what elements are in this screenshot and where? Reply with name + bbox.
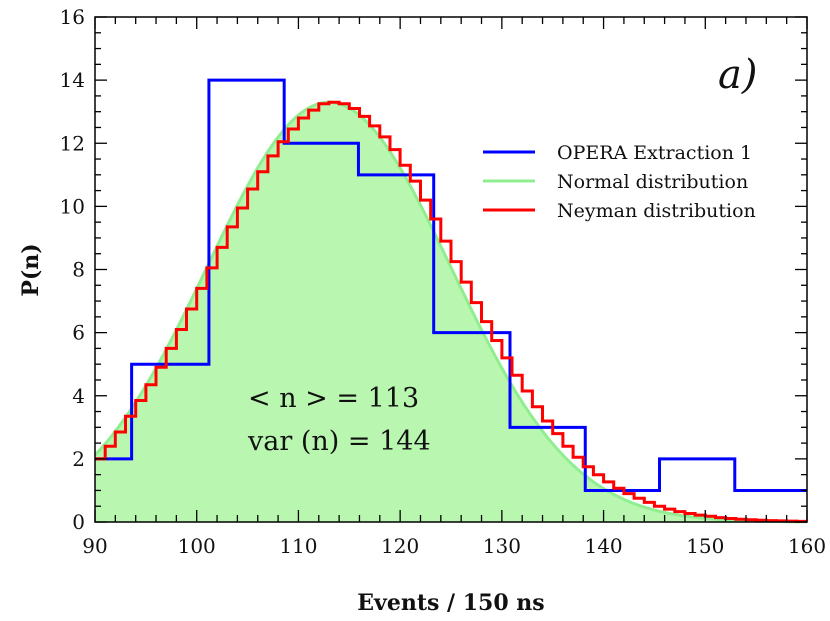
x-tick-label: 100	[178, 534, 216, 558]
x-tick-label: 160	[788, 534, 826, 558]
y-tick-label: 0	[72, 510, 85, 534]
normal-distribution-fill	[95, 102, 807, 522]
annotation-mean: < n > = 113	[248, 383, 419, 414]
x-tick-label: 120	[381, 534, 419, 558]
y-tick-label: 12	[60, 131, 85, 155]
panel-label: a)	[718, 52, 757, 98]
x-tick-label: 150	[686, 534, 724, 558]
x-tick-label: 140	[584, 534, 622, 558]
opera-histogram-line	[95, 78, 807, 492]
annotation-variance: var (n) = 144	[247, 426, 431, 457]
y-tick-label: 8	[72, 258, 85, 282]
y-tick-label: 16	[60, 5, 85, 29]
legend-label: Normal distribution	[557, 171, 748, 193]
normal-distribution-curve	[93, 100, 807, 524]
x-axis-label: Events / 150 ns	[357, 590, 544, 616]
legend: OPERA Extraction 1 Normal distribution Ney…	[483, 142, 756, 222]
neyman-distribution-line	[95, 100, 807, 523]
y-tick-label: 2	[72, 447, 85, 471]
y-tick-label: 4	[72, 384, 85, 408]
y-tick-label: 14	[60, 68, 85, 92]
y-axis-label: P(n)	[18, 243, 44, 296]
y-tick-label: 6	[72, 321, 85, 345]
plot-area	[93, 78, 807, 524]
x-tick-label: 110	[279, 534, 317, 558]
y-tick-label: 10	[60, 194, 85, 218]
legend-label: OPERA Extraction 1	[557, 142, 752, 164]
legend-label: Neyman distribution	[557, 200, 756, 222]
x-tick-label: 90	[82, 534, 107, 558]
x-tick-label: 130	[483, 534, 521, 558]
axes: 90 100 110 120 130 140 150 160 0 2 4 6 8 10 12 14 16	[60, 5, 827, 558]
